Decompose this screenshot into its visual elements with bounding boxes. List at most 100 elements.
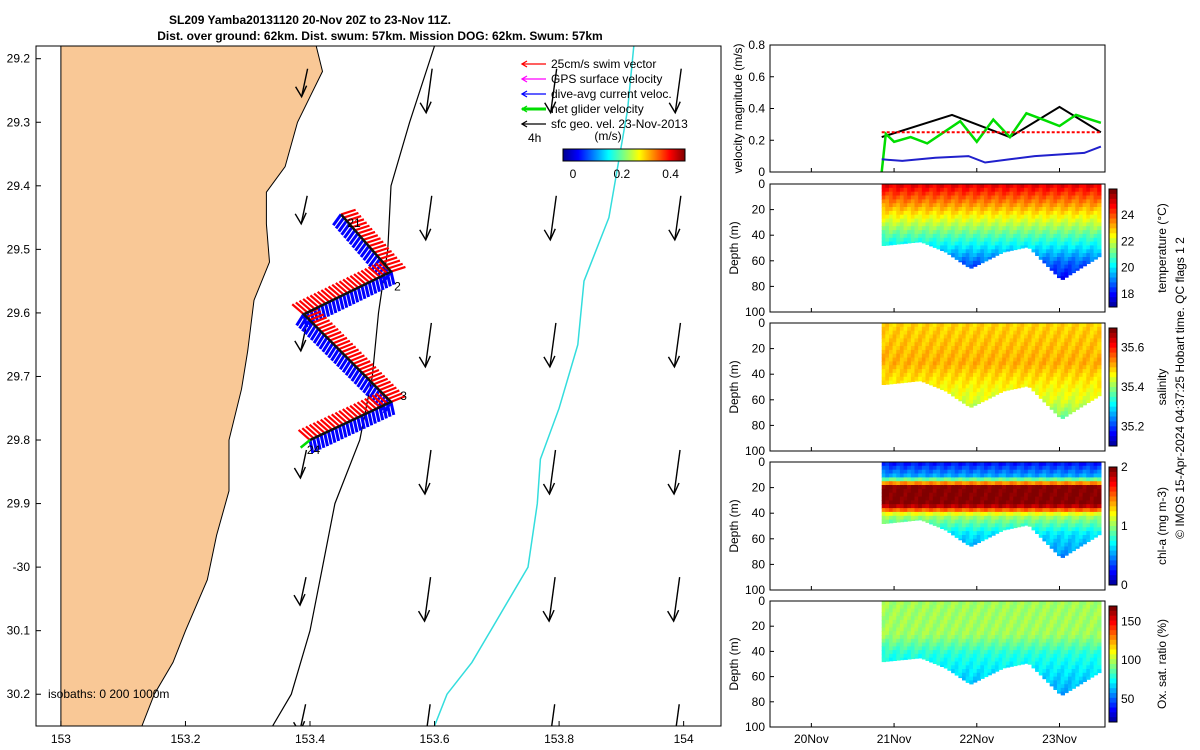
heatmap-cell [1024, 662, 1028, 664]
heatmap-cell [1017, 338, 1021, 342]
heatmap-cell [973, 373, 977, 377]
heatmap-cell [1097, 226, 1101, 230]
heatmap-cell [995, 242, 999, 246]
heatmap-cell [885, 365, 889, 369]
heatmap-cell [980, 188, 984, 192]
heatmap-cell [1035, 523, 1039, 527]
heatmap-cell [1017, 335, 1021, 339]
heatmap-cell [933, 184, 937, 188]
heatmap-cell [969, 531, 973, 535]
heatmap-cell [1002, 388, 1006, 391]
colorbar-cell [1109, 536, 1117, 541]
heatmap-cell [1057, 199, 1061, 203]
heatmap-cell [1097, 215, 1101, 219]
heatmap-cell [1079, 346, 1083, 350]
heatmap-cell [1028, 373, 1032, 377]
map-y-tick-label: 29.2 [7, 52, 31, 66]
heatmap-cell [900, 342, 904, 346]
heatmap-cell [1083, 199, 1087, 203]
heatmap-cell [1064, 358, 1068, 362]
heatmap-cell [969, 677, 973, 681]
heatmap-cell [1028, 188, 1032, 192]
heatmap-cell [995, 361, 999, 365]
heatmap-cell [1010, 508, 1014, 512]
heatmap-cell [1090, 358, 1094, 362]
colorbar-label: chl-a (mg m-3) [1155, 487, 1169, 565]
heatmap-cell [1079, 539, 1083, 543]
heatmap-cell [1064, 624, 1068, 628]
heatmap-cell [1079, 497, 1083, 501]
heatmap-cell [962, 323, 966, 327]
heatmap-cell [1090, 203, 1094, 207]
heatmap-cell [955, 474, 959, 478]
heatmap-cell [1094, 257, 1098, 260]
heatmap-cell [1064, 234, 1068, 238]
heatmap-cell [885, 620, 889, 624]
heatmap-cell [980, 396, 984, 400]
heatmap-cell [1090, 520, 1094, 524]
heatmap-cell [969, 199, 973, 203]
heatmap-cell [1079, 493, 1083, 497]
heatmap-cell [907, 361, 911, 365]
heatmap-cell [1024, 512, 1028, 516]
heatmap-cell [1057, 249, 1061, 253]
heatmap-cell [1090, 342, 1094, 346]
heatmap-cell [1024, 207, 1028, 211]
heatmap-cell [933, 477, 937, 481]
heatmap-cell [969, 207, 973, 211]
heatmap-cell [1028, 222, 1032, 226]
heatmap-cell [1010, 616, 1014, 620]
heatmap-cell [988, 203, 992, 207]
heatmap-cell [1064, 269, 1068, 273]
heatmap-cell [969, 512, 973, 516]
heatmap-cell [885, 643, 889, 647]
heatmap-cell [1010, 226, 1014, 230]
colorbar-cell [1109, 521, 1117, 526]
heatmap-cell [1042, 335, 1046, 339]
heatmap-cell [947, 346, 951, 350]
panel-y-tick-label: 0.6 [748, 70, 765, 84]
heatmap-cell [918, 369, 922, 373]
heatmap-cell [1035, 207, 1039, 211]
heatmap-cell [1097, 199, 1101, 203]
heatmap-cell [900, 658, 904, 661]
heatmap-cell [980, 658, 984, 662]
heatmap-cell [980, 489, 984, 493]
heatmap-cell [947, 323, 951, 327]
heatmap-cell [1064, 219, 1068, 223]
heatmap-cell [995, 650, 999, 654]
heatmap-cell [893, 373, 897, 377]
colorbar-tick-label: 35.4 [1121, 380, 1145, 394]
heatmap-cell [955, 354, 959, 358]
heatmap-cell [1064, 643, 1068, 647]
heatmap-cell [962, 242, 966, 246]
heatmap-cell [1072, 242, 1076, 246]
heatmap-cell [926, 354, 930, 358]
heatmap-cell [893, 184, 897, 188]
heatmap-cell [940, 342, 944, 346]
heatmap-cell [1072, 547, 1076, 551]
heatmap-cell [907, 377, 911, 381]
heatmap-cell [973, 601, 977, 605]
heatmap-cell [980, 384, 984, 388]
heatmap-cell [926, 485, 930, 489]
heatmap-cell [973, 249, 977, 253]
heatmap-cell [1024, 601, 1028, 605]
heatmap-cell [1079, 245, 1083, 249]
heatmap-cell [1017, 215, 1021, 219]
heatmap-cell [1024, 361, 1028, 365]
heatmap-cell [1064, 669, 1068, 673]
colorbar-cell [1109, 472, 1117, 477]
heatmap-cell [955, 396, 959, 399]
heatmap-cell [1042, 196, 1046, 200]
heatmap-cell [1094, 535, 1098, 538]
heatmap-cell [915, 188, 919, 192]
heatmap-cell [1072, 196, 1076, 200]
heatmap-cell [915, 470, 919, 474]
heatmap-cell [962, 215, 966, 219]
heatmap-cell [1064, 323, 1068, 327]
heatmap-cell [1002, 497, 1006, 501]
heatmap-cell [988, 249, 992, 253]
heatmap-cell [1028, 338, 1032, 342]
heatmap-cell [900, 184, 904, 188]
